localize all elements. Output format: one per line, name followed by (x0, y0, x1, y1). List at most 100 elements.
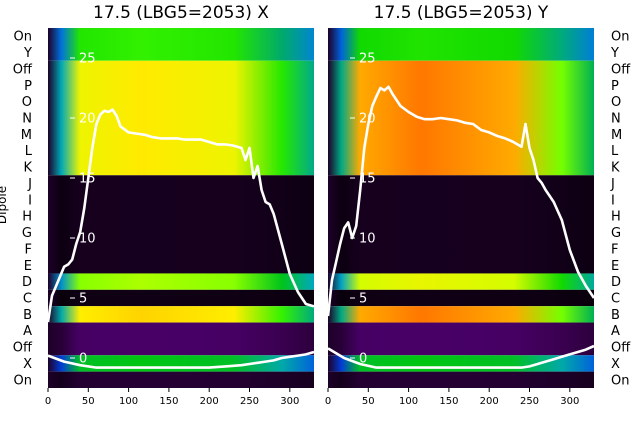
x-tick-label: 0 (325, 396, 331, 407)
overlay-line (47, 350, 315, 369)
row-label: Off (611, 62, 631, 77)
heatmap-band (48, 371, 314, 388)
left-overlay-lines (46, 108, 315, 369)
overlay-tick-label: 10 (79, 232, 96, 247)
overlay-tick-label: 0 (79, 352, 87, 367)
x-tick-label: 150 (159, 396, 178, 407)
left-overlay-axis: 25 20 15 10 5 0 (70, 52, 96, 367)
x-tick-label: 200 (200, 396, 219, 407)
overlay-line (326, 85, 596, 317)
row-label: Off (13, 62, 33, 77)
overlay-tick-label: 15 (79, 172, 96, 187)
row-label: A (23, 324, 32, 339)
overlay-tick-label: 10 (359, 232, 376, 247)
row-label: P (24, 79, 32, 94)
heatmap-band (48, 306, 314, 323)
row-label: D (611, 275, 621, 290)
right-heatmap (328, 28, 594, 388)
row-label: J (610, 177, 615, 192)
row-label: X (611, 357, 620, 372)
x-tick-label: 200 (480, 396, 499, 407)
row-label: C (611, 292, 620, 307)
row-label: On (14, 373, 32, 388)
row-label: Off (611, 341, 631, 356)
overlay-line (46, 108, 315, 323)
row-label: G (611, 226, 621, 241)
overlay-tick-label: 0 (359, 352, 367, 367)
row-label: O (22, 95, 32, 110)
left-heatmap (48, 28, 314, 388)
row-label: M (611, 128, 622, 143)
row-label: K (23, 161, 32, 176)
row-label: H (611, 210, 621, 225)
row-label: P (611, 79, 619, 94)
heatmap-band (328, 28, 594, 61)
row-label: Y (23, 46, 32, 61)
right-overlay-lines (326, 85, 596, 369)
heatmap-band (328, 322, 594, 356)
row-label: L (25, 144, 33, 159)
row-label: C (23, 292, 32, 307)
row-label: On (611, 30, 629, 45)
row-label: M (21, 128, 32, 143)
x-tick-label: 300 (560, 396, 579, 407)
x-tick-label: 150 (439, 396, 458, 407)
row-label: D (22, 275, 32, 290)
heatmap-band (48, 355, 314, 372)
row-label: L (611, 144, 619, 159)
x-tick-label: 300 (280, 396, 299, 407)
row-label: O (611, 95, 621, 110)
x-tick-label: 250 (520, 396, 539, 407)
overlay-tick-label: 25 (359, 52, 376, 67)
row-label: A (611, 324, 620, 339)
heatmap-band (328, 60, 594, 176)
heatmap-band (328, 371, 594, 388)
row-label: Off (13, 341, 33, 356)
row-label: E (24, 259, 32, 274)
row-label: On (611, 373, 629, 388)
x-tick-label: 50 (82, 396, 95, 407)
row-label: I (28, 193, 32, 208)
row-label: X (23, 357, 32, 372)
heatmap-band (48, 28, 314, 61)
overlay-tick-label: 20 (79, 112, 96, 127)
left-panel-title: 17.5 (LBG5=2053) X (93, 3, 269, 23)
row-label: B (611, 308, 620, 323)
row-label: I (611, 193, 615, 208)
heatmap-band (48, 322, 314, 356)
x-tick-label: 100 (399, 396, 418, 407)
heatmap-band (48, 175, 314, 274)
heatmap-band (328, 289, 594, 307)
row-label: Y (610, 46, 619, 61)
overlay-tick-label: 25 (79, 52, 96, 67)
heatmap-band (328, 175, 594, 274)
row-label: E (611, 259, 619, 274)
right-overlay-axis: 25 20 15 10 5 0 (350, 52, 376, 367)
row-label: G (22, 226, 32, 241)
row-label: F (25, 242, 32, 257)
overlay-line (327, 344, 595, 369)
x-tick-label: 0 (45, 396, 51, 407)
row-label: H (22, 210, 32, 225)
row-label: N (22, 112, 32, 127)
x-tick-label: 50 (362, 396, 375, 407)
row-label: On (14, 30, 32, 45)
row-label: K (611, 161, 620, 176)
overlay-tick-label: 15 (359, 172, 376, 187)
row-label: F (611, 242, 618, 257)
overlay-tick-label: 5 (79, 292, 87, 307)
right-panel-title: 17.5 (LBG5=2053) Y (374, 3, 549, 23)
overlay-tick-label: 5 (359, 292, 367, 307)
x-tick-label: 100 (119, 396, 138, 407)
x-tick-label: 250 (240, 396, 259, 407)
row-label: J (27, 177, 32, 192)
row-label: N (611, 112, 621, 127)
overlay-tick-label: 20 (359, 112, 376, 127)
heatmap-band (48, 273, 314, 290)
heatmap-band (48, 289, 314, 307)
